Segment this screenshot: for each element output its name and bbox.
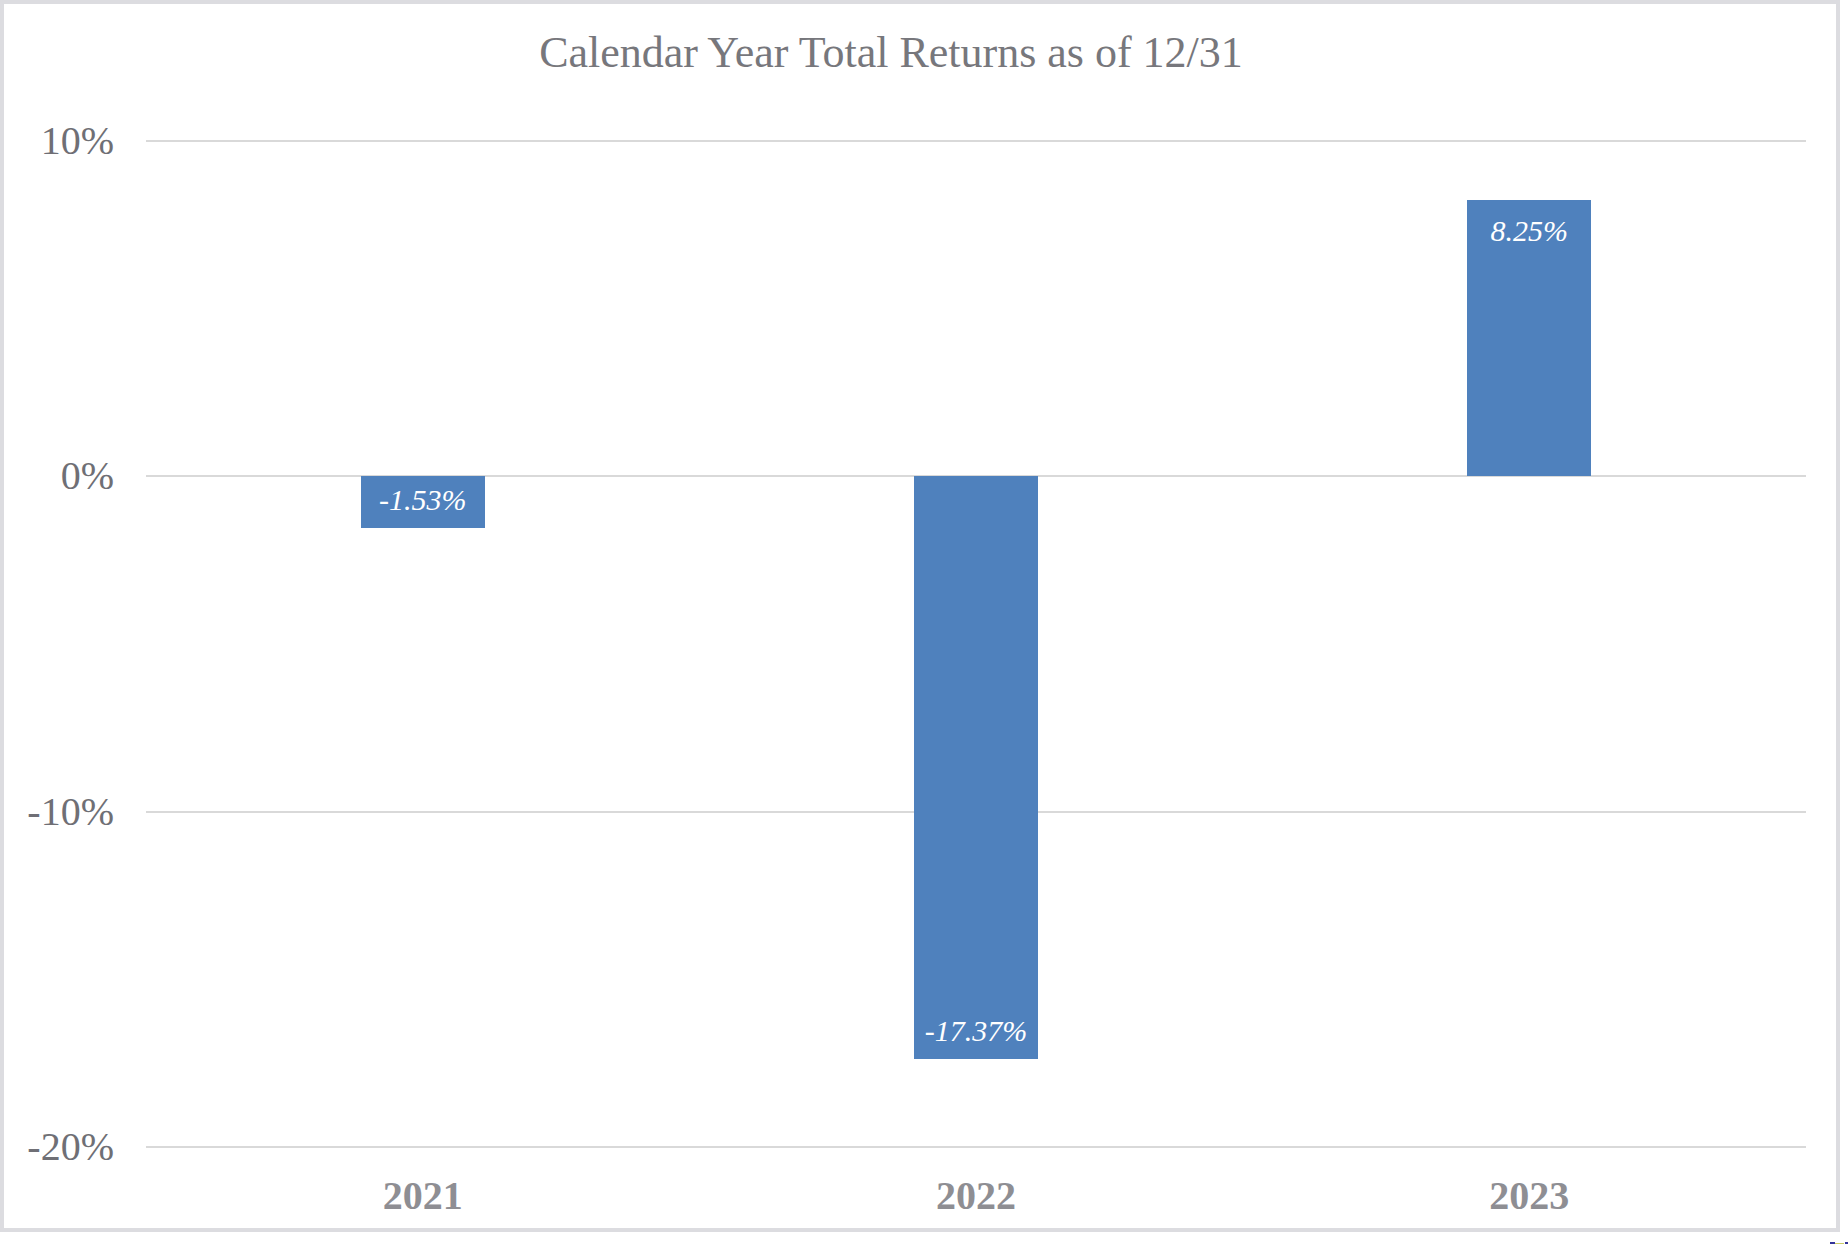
bar-value-label: -17.37% (925, 1014, 1027, 1047)
y-tick-label: 0% (4, 456, 114, 496)
category-label: 2022 (826, 1172, 1126, 1220)
category-label: 2023 (1379, 1172, 1679, 1220)
y-tick-label: -20% (4, 1127, 114, 1167)
gridline (146, 140, 1806, 142)
corner-artifact (1830, 1240, 1848, 1244)
y-tick-label: -10% (4, 792, 114, 832)
chart-title: Calendar Year Total Returns as of 12/31 (4, 28, 1778, 79)
chart-page: Calendar Year Total Returns as of 12/31 … (0, 0, 1840, 1232)
bar-2021[interactable]: -1.53% (361, 476, 485, 527)
plot-area: -1.53% -17.37% 8.25% (146, 141, 1806, 1147)
gridline (146, 1146, 1806, 1148)
bar-2022[interactable]: -17.37% (914, 476, 1038, 1058)
bar-2023[interactable]: 8.25% (1467, 200, 1591, 477)
y-tick-label: 10% (4, 121, 114, 161)
bar-value-label: -1.53% (379, 483, 466, 516)
category-label: 2021 (273, 1172, 573, 1220)
bar-value-label: 8.25% (1491, 214, 1569, 247)
